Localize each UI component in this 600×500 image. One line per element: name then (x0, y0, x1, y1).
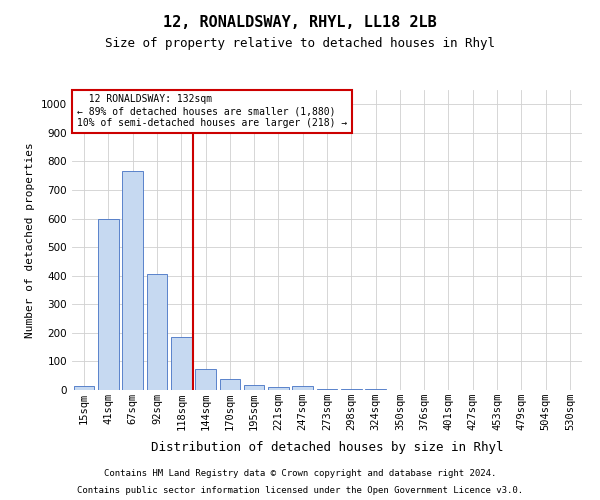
Y-axis label: Number of detached properties: Number of detached properties (25, 142, 35, 338)
Text: Size of property relative to detached houses in Rhyl: Size of property relative to detached ho… (105, 38, 495, 51)
Bar (98, 218, 119, 390)
Bar (244, 385, 265, 390)
Text: Contains public sector information licensed under the Open Government Licence v3: Contains public sector information licen… (77, 486, 523, 495)
Bar (146, 274, 167, 390)
Bar (74, 386, 94, 390)
Bar (317, 388, 337, 390)
X-axis label: Distribution of detached houses by size in Rhyl: Distribution of detached houses by size … (151, 442, 503, 454)
Text: Contains HM Land Registry data © Crown copyright and database right 2024.: Contains HM Land Registry data © Crown c… (104, 468, 496, 477)
Bar (292, 386, 313, 390)
Bar (122, 172, 143, 390)
Bar (171, 337, 191, 390)
Bar (268, 387, 289, 390)
Text: 12, RONALDSWAY, RHYL, LL18 2LB: 12, RONALDSWAY, RHYL, LL18 2LB (163, 15, 437, 30)
Bar (220, 379, 240, 390)
Text: 12 RONALDSWAY: 132sqm
← 89% of detached houses are smaller (1,880)
10% of semi-d: 12 RONALDSWAY: 132sqm ← 89% of detached … (77, 94, 347, 128)
Bar (341, 389, 362, 390)
Bar (195, 368, 216, 390)
